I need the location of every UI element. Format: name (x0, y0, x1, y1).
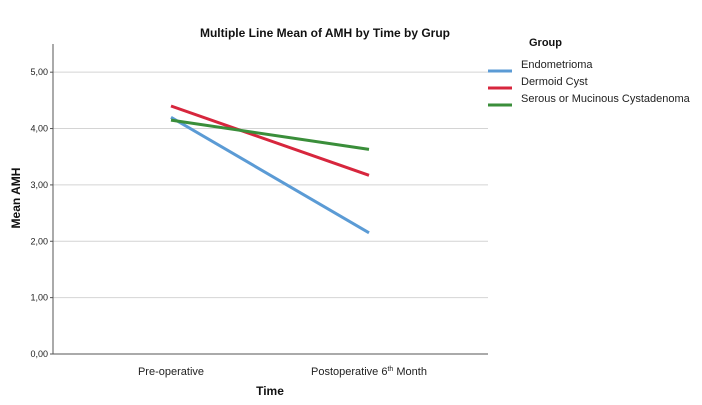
y-tick-label: 2,00 (30, 236, 48, 246)
legend-label: Serous or Mucinous Cystadenoma (521, 93, 691, 105)
y-tick-label: 4,00 (30, 124, 48, 134)
y-tick-label: 5,00 (30, 67, 48, 77)
x-tick-label: Pre-operative (138, 366, 204, 378)
y-tick-label: 1,00 (30, 293, 48, 303)
x-tick-label: Postoperative 6th Month (311, 366, 427, 378)
series-line-3 (170, 118, 370, 151)
y-tick-label: 0,00 (30, 349, 48, 359)
legend-label: Dermoid Cyst (521, 76, 588, 88)
legend-label: Endometrioma (521, 59, 593, 71)
x-axis-title: Time (256, 384, 284, 398)
chart-title: Multiple Line Mean of AMH by Time by Gru… (200, 26, 450, 40)
series-line-2 (170, 104, 370, 177)
series-lines (170, 104, 370, 235)
x-category-labels: Pre-operative Postoperative 6th Month (138, 366, 427, 378)
gridlines (53, 71, 488, 299)
axes (50, 44, 488, 355)
legend: Group Endometrioma Dermoid Cyst Serous or … (488, 37, 691, 107)
y-axis-title: Mean AMH (9, 168, 23, 229)
y-tick-label: 3,00 (30, 180, 48, 190)
series-line-1 (170, 115, 370, 235)
y-tick-labels: 0,00 1,00 2,00 3,00 4,00 5,00 (30, 67, 48, 359)
legend-title: Group (529, 37, 562, 49)
